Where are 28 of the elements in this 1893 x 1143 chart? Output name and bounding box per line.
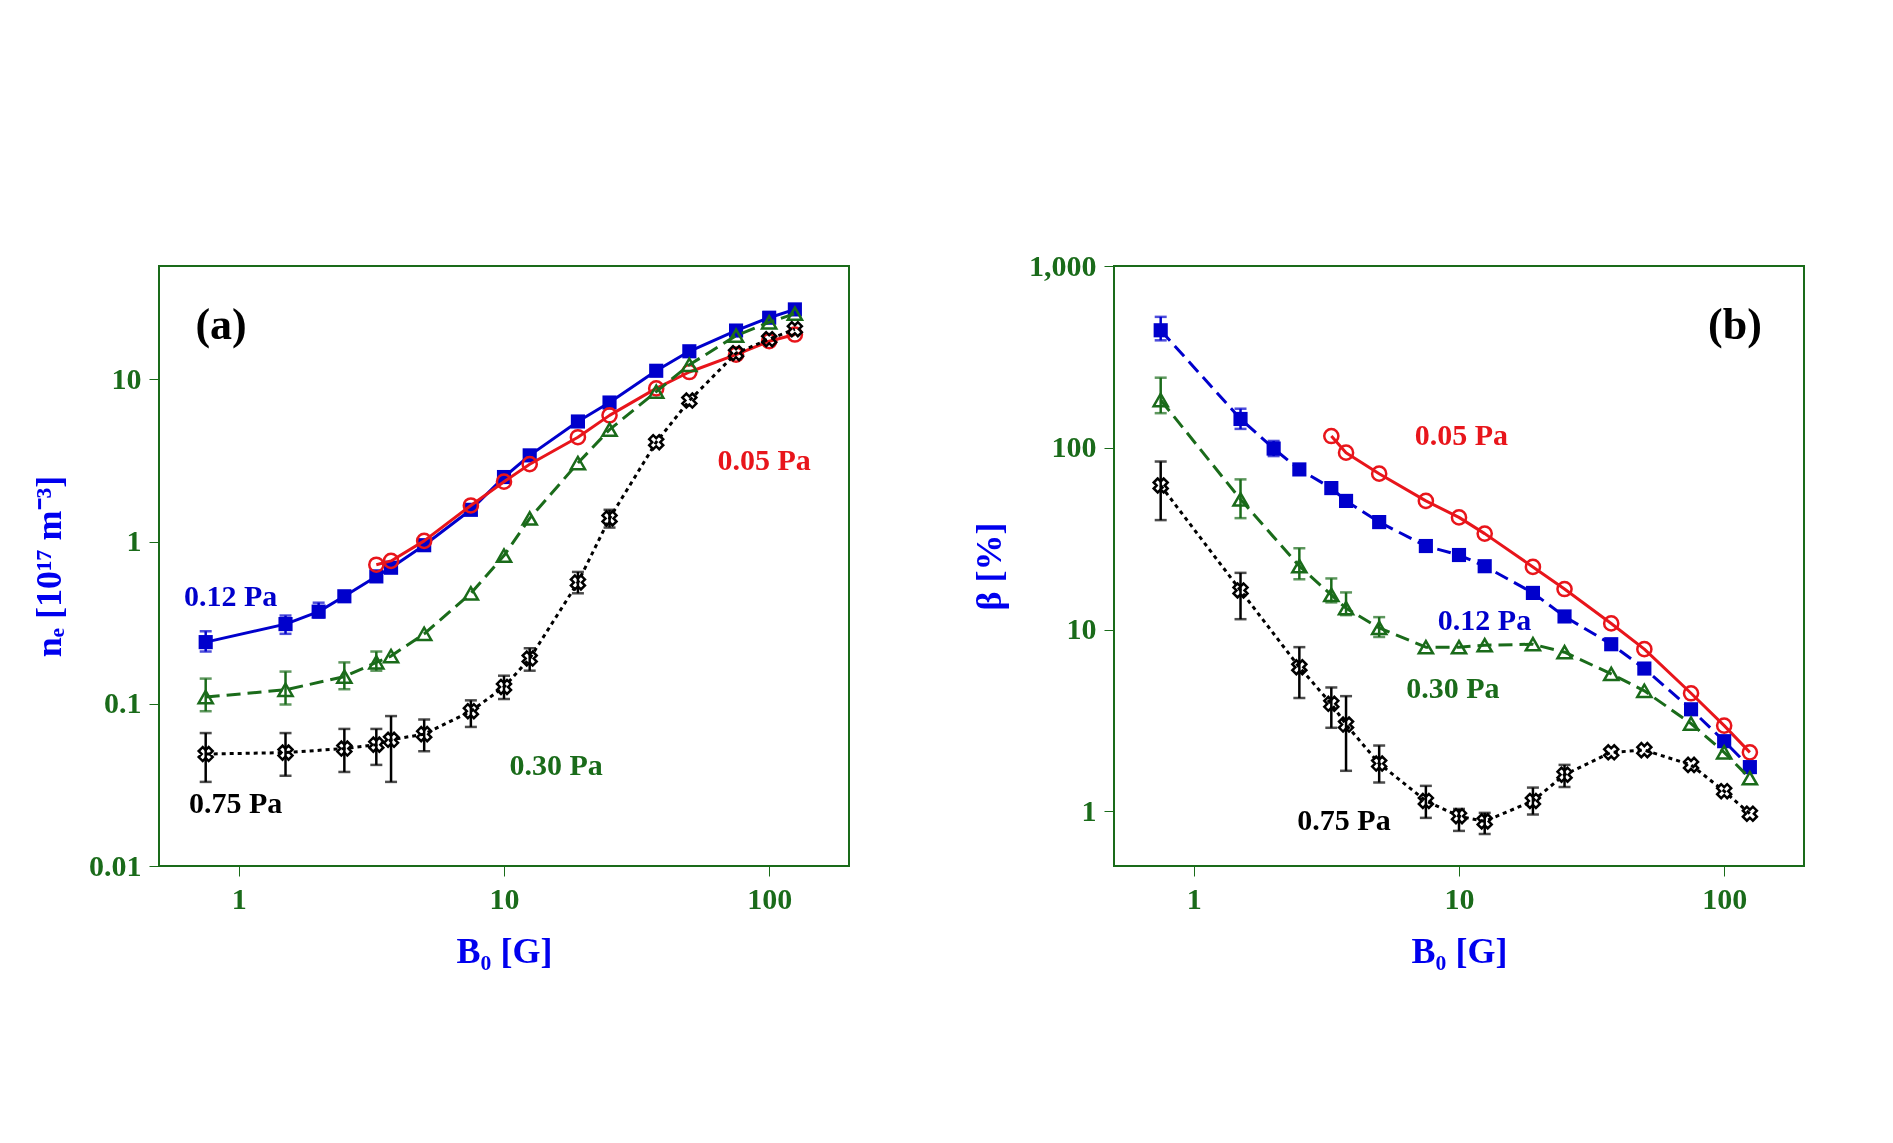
- y-tick-label: 1,000: [1029, 248, 1097, 282]
- text: (b): [1708, 300, 1762, 349]
- x-axis-title: B₀ [G]: [456, 930, 553, 971]
- x-tick-label: 10: [1444, 881, 1475, 915]
- text: 0.30 Pa: [509, 748, 603, 782]
- x-tick-label: 100: [1702, 881, 1748, 915]
- series-label: 0.30 Pa: [1406, 671, 1500, 705]
- x-tick-label: 10: [489, 881, 520, 915]
- series-label: 0.12 Pa: [184, 579, 278, 613]
- y-axis-title: β [%]: [969, 522, 1009, 611]
- y-tick-label: 0.01: [89, 848, 142, 882]
- series-label: 0.05 Pa: [1414, 418, 1508, 452]
- y-tick-label: 0.1: [104, 686, 142, 720]
- x-tick-label: 100: [747, 881, 793, 915]
- text: (a): [195, 300, 247, 349]
- series-label: 0.12 Pa: [1437, 603, 1532, 637]
- y-tick-label: 10: [1066, 612, 1097, 646]
- y-tick-label: 10: [111, 361, 142, 395]
- series-label: 0.75 Pa: [189, 786, 283, 820]
- y-tick-label: 1: [126, 524, 142, 558]
- series-label: 0.75 Pa: [1297, 803, 1391, 837]
- x-tick-label: 1: [231, 881, 247, 915]
- y-tick-label: 1: [1081, 793, 1097, 827]
- x-axis-title: B₀ [G]: [1411, 930, 1508, 971]
- text: 0.05 Pa: [717, 443, 811, 477]
- y-tick-label: 100: [1051, 430, 1097, 464]
- y-axis-title: nₑ [10¹⁷ m⁻³]: [29, 475, 69, 658]
- x-tick-label: 1: [1186, 881, 1202, 915]
